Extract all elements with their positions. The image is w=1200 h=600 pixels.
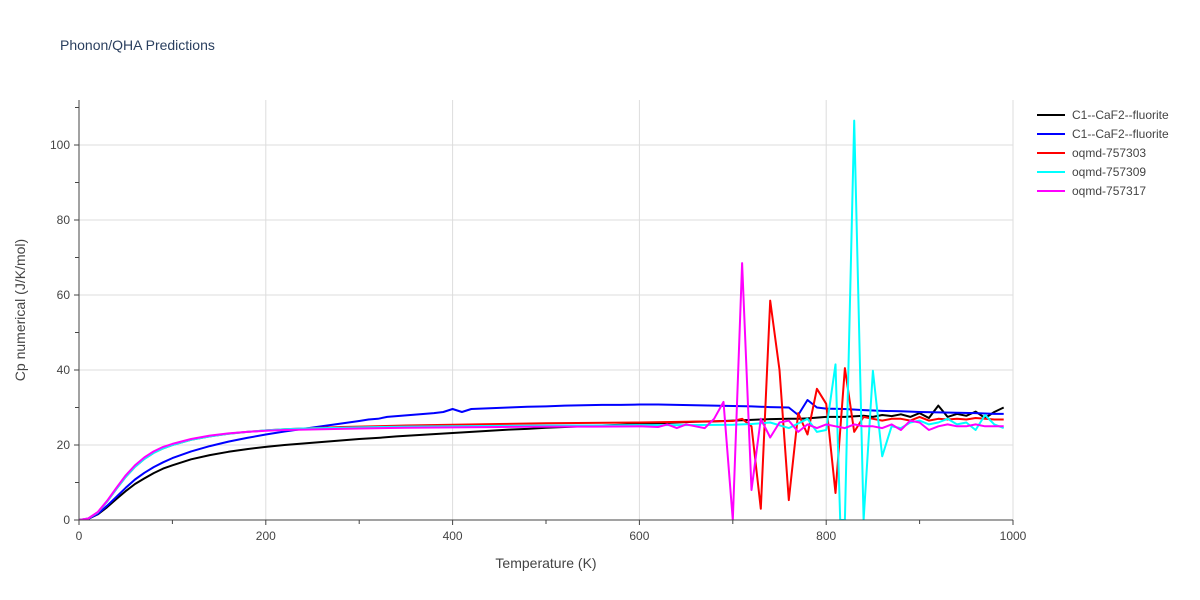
x-tick-label: 600: [629, 529, 649, 543]
legend-item-3[interactable]: oqmd-757309: [1037, 165, 1146, 179]
x-tick-label: 200: [256, 529, 276, 543]
tick-labels: 0 200 400 600 800 1000 0 20 40 60 80 100: [50, 107, 1027, 543]
y-tick-label: 20: [57, 438, 71, 452]
y-tick-label: 40: [57, 363, 71, 377]
legend-item-1[interactable]: C1--CaF2--fluorite: [1037, 127, 1169, 141]
legend-item-4[interactable]: oqmd-757317: [1037, 184, 1146, 198]
y-tick-label: 80: [57, 213, 71, 227]
y-axis-label: Cp numerical (J/K/mol): [12, 239, 28, 381]
legend-label: C1--CaF2--fluorite: [1072, 127, 1169, 141]
x-axis-label: Temperature (K): [495, 555, 596, 571]
legend-label: oqmd-757309: [1072, 165, 1146, 179]
legend-item-2[interactable]: oqmd-757303: [1037, 146, 1146, 160]
legend-label: C1--CaF2--fluorite: [1072, 108, 1169, 122]
chart-title: Phonon/QHA Predictions: [60, 37, 215, 53]
legend-label: oqmd-757317: [1072, 184, 1146, 198]
legend-label: oqmd-757303: [1072, 146, 1146, 160]
y-tick-label: 100: [50, 138, 70, 152]
y-tick-label: 0: [63, 513, 70, 527]
series-line-1: [79, 399, 1004, 520]
series-line-4: [79, 262, 1004, 520]
x-tick-label: 1000: [1000, 529, 1027, 543]
plot-area: [79, 119, 1005, 520]
x-tick-label: 400: [443, 529, 463, 543]
legend[interactable]: C1--CaF2--fluorite C1--CaF2--fluorite oqmd…: [1037, 108, 1169, 198]
legend-item-0[interactable]: C1--CaF2--fluorite: [1037, 108, 1169, 122]
x-tick-label: 800: [816, 529, 836, 543]
y-tick-label: 60: [57, 288, 71, 302]
x-tick-label: 0: [76, 529, 83, 543]
